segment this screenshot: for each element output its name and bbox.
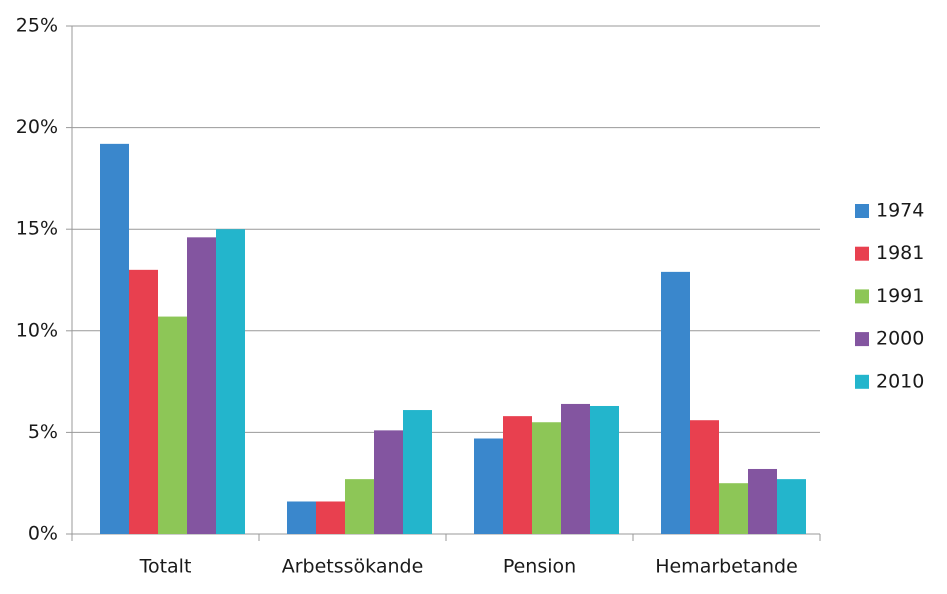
x-tick-label: Arbetssökande [282, 556, 424, 578]
bar [374, 430, 403, 534]
y-tick-label: 25% [16, 15, 58, 37]
x-tick-label: Hemarbetande [655, 556, 798, 578]
legend-label: 2000 [876, 328, 924, 350]
bar [345, 479, 374, 534]
bar [777, 479, 806, 534]
legend-swatch [855, 246, 869, 261]
bar [474, 438, 503, 534]
legend-swatch [855, 289, 869, 304]
legend-label: 1991 [876, 285, 924, 307]
bar [287, 501, 316, 534]
legend-swatch [855, 332, 869, 347]
bar [503, 416, 532, 534]
bar [316, 501, 345, 534]
legend-label: 1974 [876, 200, 924, 222]
bar [532, 422, 561, 534]
legend-label: 2010 [876, 370, 924, 392]
bar [158, 316, 187, 534]
y-tick-label: 5% [28, 421, 58, 443]
bar [403, 410, 432, 534]
legend-swatch [855, 374, 869, 389]
x-tick-label: Totalt [139, 556, 192, 578]
legend-swatch [855, 204, 869, 218]
bar [561, 403, 590, 534]
bar [690, 420, 719, 534]
legend-label: 1981 [876, 242, 924, 264]
bar [661, 271, 690, 534]
y-tick-label: 15% [16, 218, 58, 240]
bar [748, 468, 777, 534]
x-tick-label: Pension [503, 556, 576, 578]
bar [187, 237, 216, 534]
y-tick-label: 20% [16, 116, 58, 138]
bar [129, 269, 158, 534]
y-tick-label: 10% [16, 319, 58, 341]
bar [216, 229, 245, 534]
y-tick-label: 0% [28, 523, 58, 545]
bar [590, 405, 619, 534]
bar [100, 143, 129, 534]
bar [719, 483, 748, 534]
